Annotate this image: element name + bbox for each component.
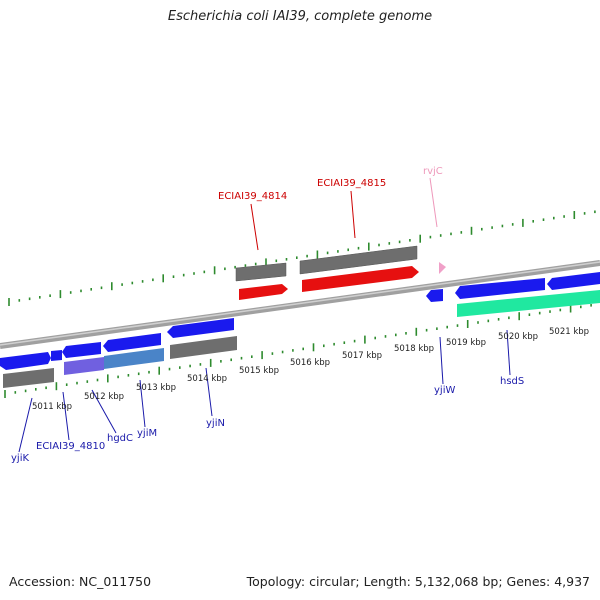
- steelblue-block-hgdC[interactable]: [104, 348, 164, 369]
- scale-label: 5020 kbp: [498, 332, 538, 342]
- scale-label: 5017 kbp: [342, 351, 382, 361]
- scale-label: 5013 kbp: [136, 383, 176, 393]
- gene-right-edge[interactable]: [547, 272, 600, 290]
- scale-label: 5012 kbp: [84, 392, 124, 402]
- gene-yjiN[interactable]: [167, 318, 234, 338]
- gene-yjiW[interactable]: [426, 289, 443, 302]
- gene-ECIAI39-4810[interactable]: [51, 350, 62, 361]
- lower-tick-ruler: [4, 304, 592, 398]
- scale-label: 5014 kbp: [187, 374, 227, 384]
- lower-gene-tracks: [0, 272, 600, 388]
- scale-label: 5019 kbp: [446, 338, 486, 348]
- upper-gene-labels: ECIAI39_4814 ECIAI39_4815 rvjC: [218, 166, 443, 202]
- grey-block-yjiN[interactable]: [170, 336, 237, 359]
- label-yjiK[interactable]: yjiK: [11, 453, 29, 464]
- label-yjiW[interactable]: yjiW: [434, 385, 455, 396]
- gene-hsdS[interactable]: [455, 278, 545, 299]
- grey-block-4814[interactable]: [235, 262, 287, 282]
- gene-ECIAI39-4814[interactable]: [239, 284, 288, 300]
- lower-gene-labels: yjiK ECIAI39_4810 hgdC yjiM yjiN yjiW hs…: [11, 376, 524, 464]
- genome-backbone: [0, 260, 600, 349]
- purple-block-ECIAI39-4810[interactable]: [64, 357, 104, 375]
- scale-labels: 5011 kbp 5012 kbp 5013 kbp 5014 kbp 5015…: [32, 327, 589, 412]
- gene-ECIAI39-4815[interactable]: [302, 266, 419, 292]
- label-rvjC[interactable]: rvjC: [423, 166, 443, 177]
- label-ECIAI39-4815[interactable]: ECIAI39_4815: [317, 178, 386, 189]
- label-hsdS[interactable]: hsdS: [500, 376, 524, 387]
- gene-rvjC[interactable]: [439, 262, 446, 274]
- accession-text: Accession: NC_011750: [9, 574, 152, 589]
- upper-gene-tracks: [235, 245, 446, 300]
- upper-tick-ruler: [8, 210, 596, 306]
- gene-yjiM[interactable]: [103, 333, 161, 352]
- scale-label: 5016 kbp: [290, 358, 330, 368]
- grey-block-4815[interactable]: [299, 245, 418, 275]
- label-leader-lines: [18, 177, 511, 453]
- label-yjiM[interactable]: yjiM: [137, 428, 157, 439]
- grey-block-yjiK[interactable]: [3, 368, 54, 388]
- label-hgdC[interactable]: hgdC: [107, 433, 133, 444]
- map-title: Escherichia coli IAI39, complete genome: [167, 9, 433, 24]
- scale-label: 5018 kbp: [394, 344, 434, 354]
- gene-yjiK[interactable]: [0, 352, 51, 370]
- label-ECIAI39-4810[interactable]: ECIAI39_4810: [36, 441, 105, 452]
- label-yjiN[interactable]: yjiN: [206, 418, 225, 429]
- genome-summary-text: Topology: circular; Length: 5,132,068 bp…: [246, 574, 590, 589]
- scale-label: 5011 kbp: [32, 402, 72, 412]
- green-block-hsdS[interactable]: [457, 290, 600, 317]
- scale-label: 5021 kbp: [549, 327, 589, 337]
- label-ECIAI39-4814[interactable]: ECIAI39_4814: [218, 191, 287, 202]
- gene-hgdC[interactable]: [62, 342, 101, 358]
- scale-label: 5015 kbp: [239, 366, 279, 376]
